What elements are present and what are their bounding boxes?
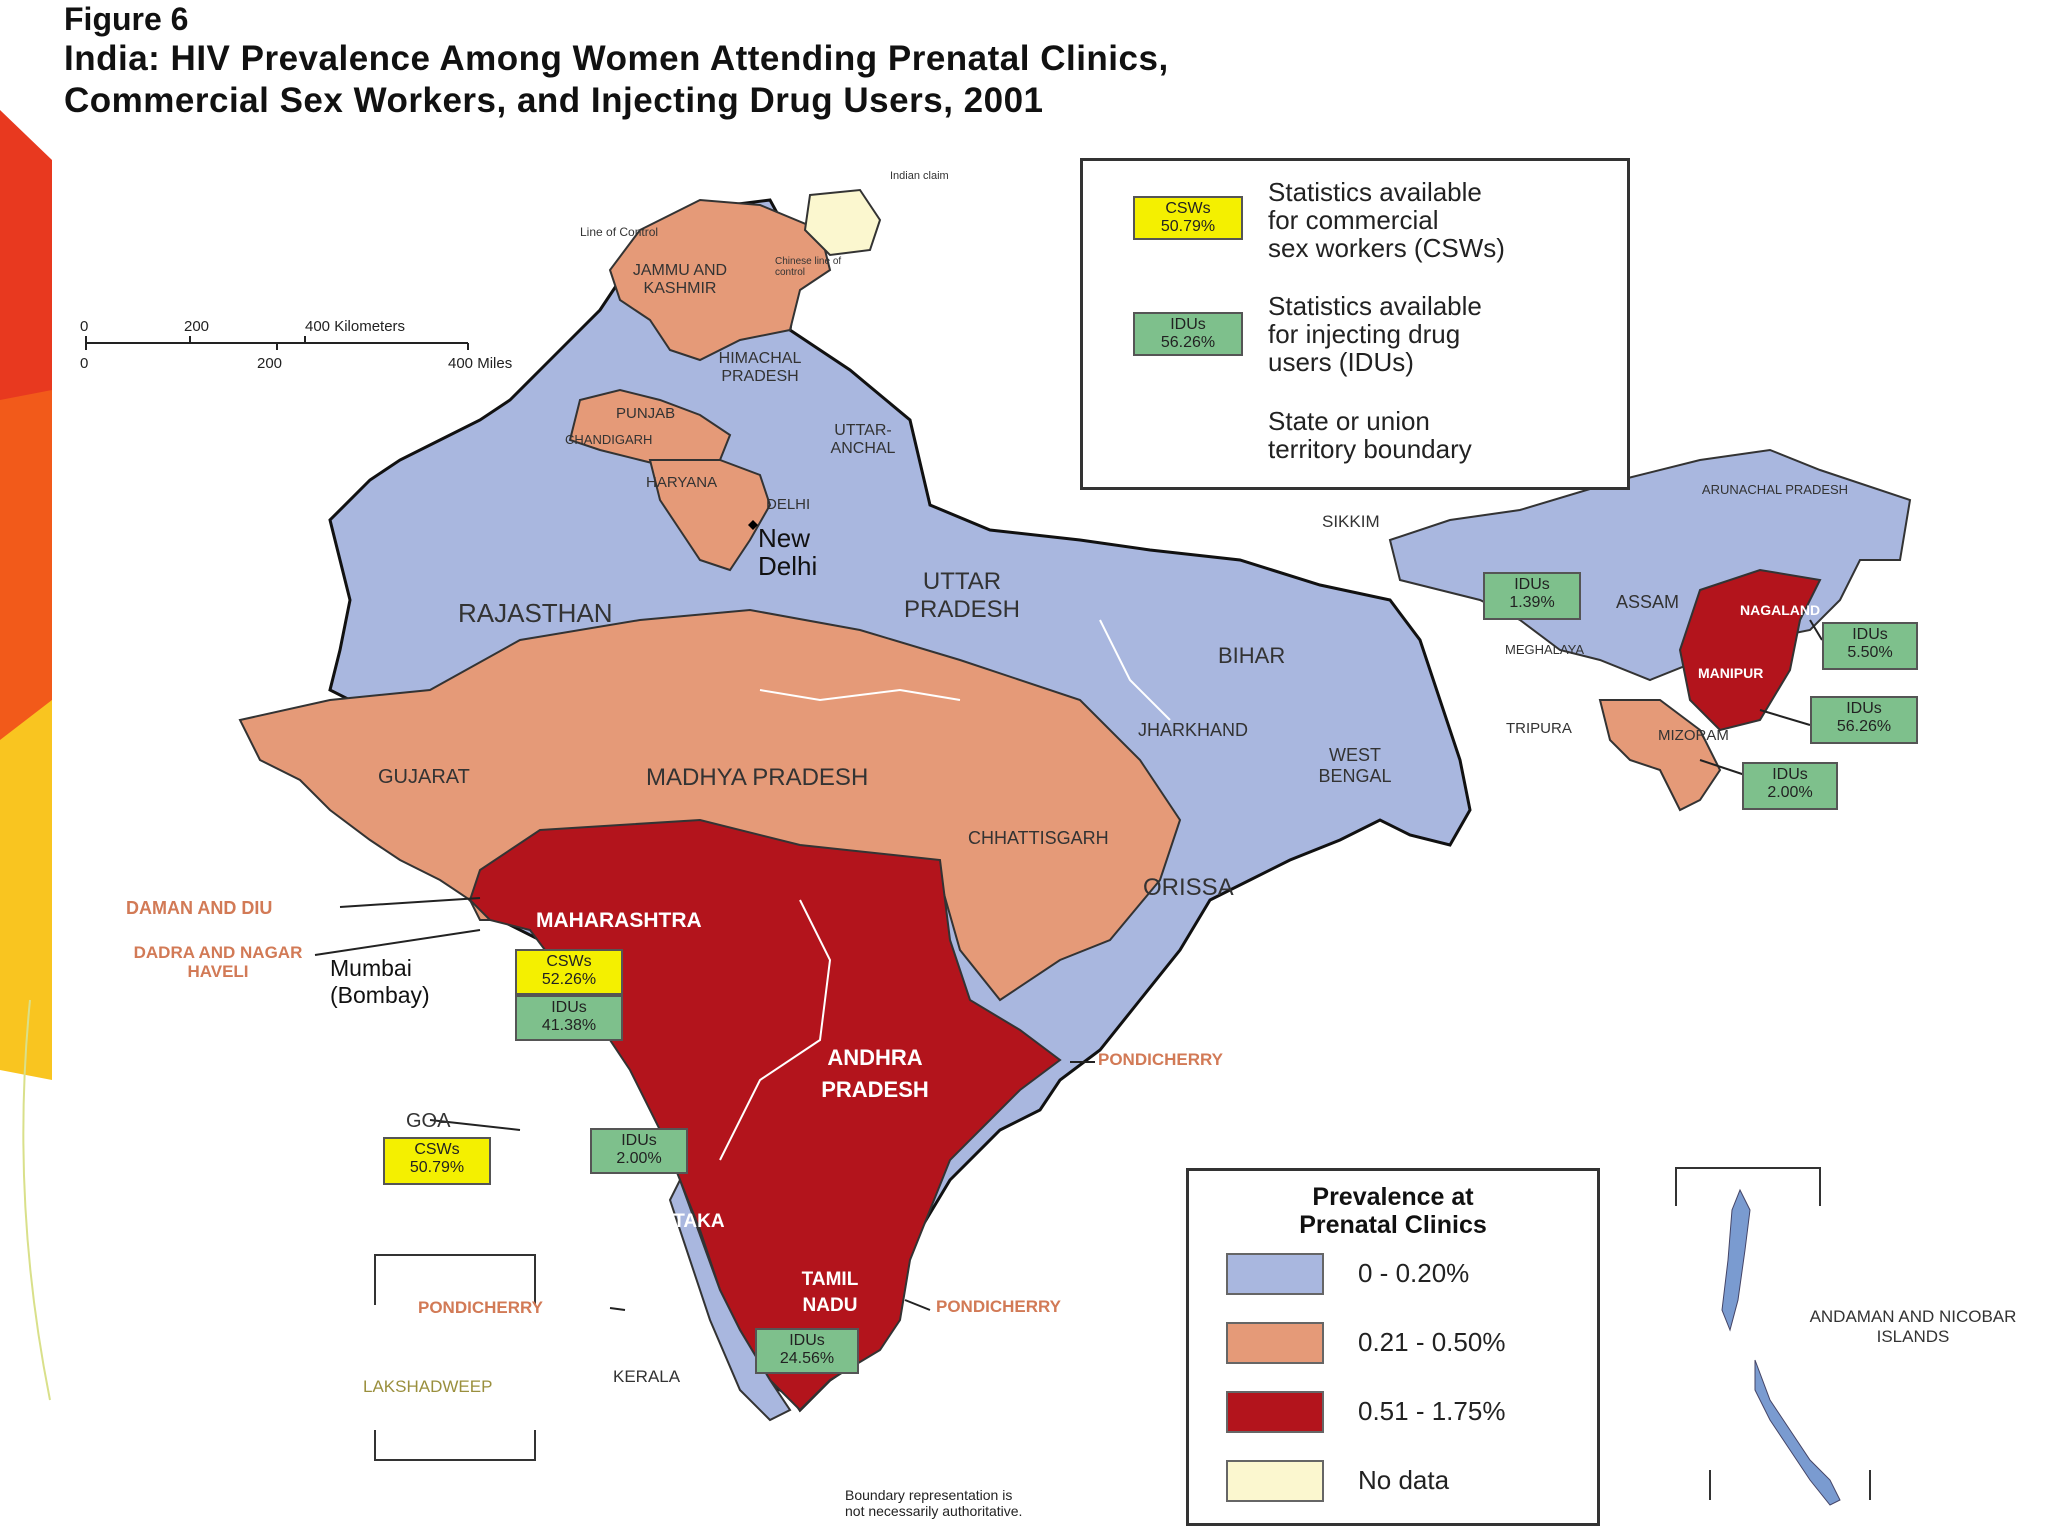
slide-accent-decoration — [0, 110, 52, 1401]
scale-km-200: 200 — [184, 318, 210, 335]
scale-mi-0: 0 — [80, 355, 89, 372]
label-bihar: BIHAR — [1218, 643, 1286, 668]
scale-km-0: 0 — [80, 318, 89, 335]
label-madhya-pradesh: MADHYA PRADESH — [646, 764, 869, 791]
region-no-data — [803, 188, 882, 257]
tag-karnataka-idu: IDUs 2.00% — [590, 1128, 688, 1174]
label-uttar-pradesh: UTTAR PRADESH — [903, 568, 1021, 623]
prevalence-label-high: 0.51 - 1.75% — [1358, 1396, 1506, 1426]
label-maharashtra: MAHARASHTRA — [536, 909, 702, 932]
legend-csw-sample: CSWs 50.79% — [1133, 196, 1243, 240]
boundary-disclaimer: Boundary representation is not necessaril… — [845, 1487, 1023, 1519]
label-pondicherry-east: PONDICHERRY — [1098, 1050, 1223, 1069]
prevalence-label-low: 0 - 0.20% — [1358, 1258, 1470, 1288]
label-rajasthan: RAJASTHAN — [458, 598, 613, 628]
label-delhi: DELHI — [766, 496, 811, 513]
scale-mi-400: 400 Miles — [448, 355, 513, 372]
tag-maharashtra-csw: CSWs 52.26% — [515, 949, 623, 995]
label-pondicherry-west: PONDICHERRY — [418, 1298, 543, 1317]
label-dadra-nagar: DADRA AND NAGAR HAVELI — [133, 943, 303, 981]
label-andaman-nicobar: ANDAMAN AND NICOBAR ISLANDS — [1809, 1307, 2017, 1346]
figure-title-line-2: Commercial Sex Workers, and Injecting Dr… — [64, 81, 1044, 120]
label-jharkhand: JHARKHAND — [1138, 720, 1249, 740]
label-orissa: ORISSA — [1143, 874, 1234, 901]
label-chandigarh: CHANDIGARH — [565, 432, 653, 447]
label-chhattisgarh: CHHATTISGARH — [968, 828, 1109, 848]
label-punjab: PUNJAB — [616, 405, 676, 422]
label-west-bengal: WEST BENGAL — [1318, 745, 1392, 786]
label-tamil-nadu: TAMIL NADU — [801, 1269, 859, 1316]
label-haryana: HARYANA — [646, 474, 718, 491]
label-mumbai: Mumbai (Bombay) — [330, 955, 430, 1008]
swatch-high — [1226, 1391, 1324, 1433]
legend-idu-sample: IDUs 56.26% — [1133, 312, 1243, 356]
title-block: Figure 6 India: HIV Prevalence Among Wom… — [64, 0, 1169, 122]
figure-label: Figure 6 — [64, 1, 189, 37]
label-pondicherry-south: PONDICHERRY — [936, 1297, 1061, 1316]
label-lakshadweep: LAKSHADWEEP — [363, 1377, 493, 1396]
legend-idu-text: Statistics available for injecting drug us… — [1268, 291, 1482, 377]
label-meghalaya: MEGHALAYA — [1505, 642, 1584, 657]
prevalence-label-nodata: No data — [1358, 1465, 1450, 1495]
label-assam: ASSAM — [1616, 592, 1680, 612]
label-goa: GOA — [406, 1110, 451, 1132]
tag-mizoram-idu: IDUs 2.00% — [1742, 762, 1838, 810]
label-tripura: TRIPURA — [1506, 720, 1572, 737]
tag-goa-csw: CSWs 50.79% — [383, 1137, 491, 1185]
region-jk-orange — [608, 198, 832, 362]
label-andhra-pradesh: ANDHRA PRADESH — [821, 1045, 929, 1102]
region-mizoram-orange — [1598, 699, 1722, 812]
label-new-delhi: New Delhi — [758, 523, 818, 581]
swatch-low — [1226, 1253, 1324, 1295]
scale-km-400: 400 Kilometers — [305, 318, 406, 335]
label-nagaland: NAGALAND — [1740, 602, 1821, 618]
label-karnataka: KARNATAKA — [606, 1211, 725, 1232]
tag-meghalaya-idu: IDUs 1.39% — [1483, 572, 1581, 620]
legend-boundary-text: State or union territory boundary — [1268, 406, 1472, 464]
label-kerala: KERALA — [613, 1367, 681, 1386]
label-manipur: MANIPUR — [1698, 665, 1764, 681]
label-uttaranchal: UTTAR- ANCHAL — [830, 422, 896, 457]
swatch-nodata — [1226, 1460, 1324, 1502]
label-jammu-kashmir: JAMMU AND KASHMIR — [632, 262, 728, 297]
label-indian-claim: Indian claim — [890, 170, 949, 182]
region-kerala-blue — [668, 1177, 792, 1422]
legend-csw-text: Statistics available for commercial sex wo… — [1268, 177, 1505, 263]
tag-manipur-idu: IDUs 56.26% — [1810, 696, 1918, 744]
label-daman-diu: DAMAN AND DIU — [126, 898, 273, 918]
swatch-mid — [1226, 1322, 1324, 1364]
label-gujarat: GUJARAT — [378, 766, 470, 788]
label-chinese-line: Chinese line of control — [775, 256, 842, 278]
tag-nagaland-idu: IDUs 5.50% — [1822, 622, 1918, 670]
label-mizoram: MIZORAM — [1658, 727, 1729, 744]
label-line-of-control: Line of Control — [580, 225, 659, 239]
tag-maharashtra-idu: IDUs 41.38% — [515, 995, 623, 1041]
region-nagaland-manipur-red — [1678, 568, 1822, 732]
label-himachal: HIMACHAL PRADESH — [718, 350, 802, 385]
label-arunachal: ARUNACHAL PRADESH — [1701, 482, 1849, 497]
tag-tamil-nadu-idu: IDUs 24.56% — [755, 1328, 859, 1374]
region-haryana-orange — [648, 459, 772, 572]
prevalence-label-mid: 0.21 - 0.50% — [1358, 1327, 1506, 1357]
scale-mi-200: 200 — [257, 355, 283, 372]
prevalence-legend-title: Prevalence at Prenatal Clinics — [1299, 1183, 1487, 1239]
label-sikkim: SIKKIM — [1322, 512, 1380, 531]
figure-title-line-1: India: HIV Prevalence Among Women Attend… — [64, 39, 1169, 78]
